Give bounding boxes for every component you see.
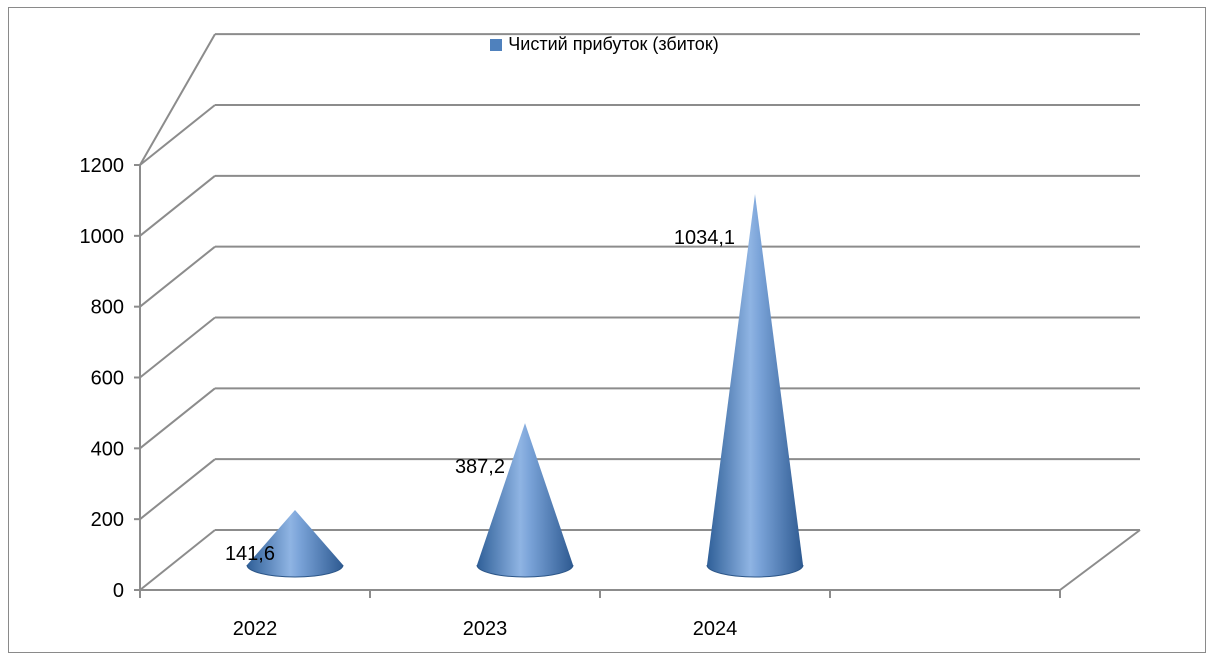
legend-label: Чистий прибуток (збиток) [508, 34, 719, 54]
cone-base [476, 564, 574, 578]
legend: Чистий прибуток (збиток) [0, 34, 1209, 55]
cone-bar [247, 510, 343, 577]
data-label: 1034,1 [674, 227, 735, 249]
gridline-side [139, 104, 216, 166]
cone-bar [707, 193, 803, 578]
x-tick-label: 2023 [463, 618, 508, 640]
floor-left-edge [139, 529, 216, 591]
x-tick-label: 2024 [693, 618, 738, 640]
y-tick-label: 800 [91, 297, 124, 319]
gridline-side [139, 175, 216, 237]
cone-bar [477, 423, 573, 577]
data-label: 141,6 [225, 543, 275, 565]
y-tick-label: 1200 [80, 155, 125, 177]
y-tick-label: 0 [113, 580, 124, 602]
y-tick-label: 400 [91, 438, 124, 460]
gridline-side-top [139, 33, 216, 166]
chart-frame [8, 7, 1206, 653]
cone-base [706, 564, 804, 578]
gridline-side [139, 387, 216, 450]
floor-right-edge [1059, 529, 1141, 591]
data-label: 387,2 [455, 456, 505, 478]
gridline-side [139, 316, 216, 379]
gridline-side [139, 458, 216, 520]
gridline-side [139, 245, 216, 308]
y-tick-label: 200 [91, 509, 124, 531]
y-tick-label: 600 [91, 368, 124, 390]
legend-swatch [490, 38, 503, 51]
y-tick-label: 1000 [80, 226, 125, 248]
x-tick-label: 2022 [233, 618, 278, 640]
cone-base [246, 564, 344, 578]
